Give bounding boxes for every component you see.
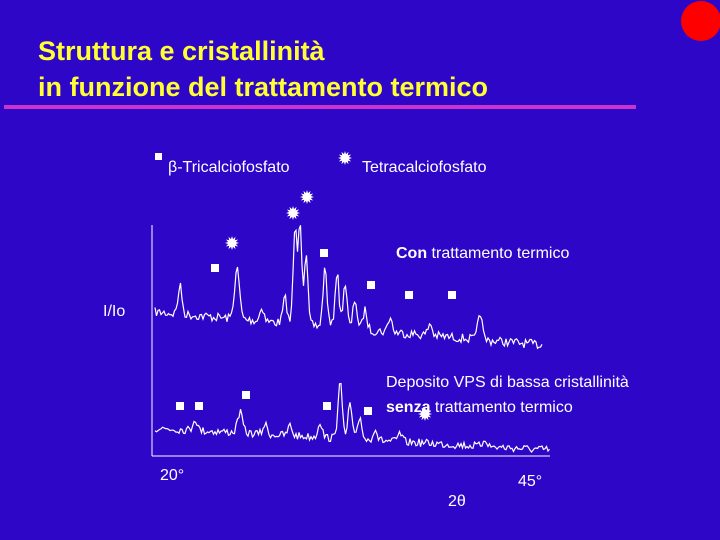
legend-star: [338, 151, 352, 165]
markers: [176, 190, 456, 421]
phase-square: [323, 402, 331, 410]
label-bold: senza: [386, 399, 431, 416]
label-rest: trattamento termico: [427, 245, 569, 262]
title-line: Struttura e cristallinità: [38, 36, 326, 66]
traces: [154, 225, 550, 453]
xrd-trace: [154, 225, 543, 350]
phase-square: [195, 402, 203, 410]
legend-label: Tetracalciofosfato: [362, 159, 487, 176]
legend-square: [155, 153, 162, 160]
phase-square: [176, 402, 184, 410]
phase-square: [405, 291, 413, 299]
title-underline: [4, 105, 636, 109]
phase-square: [211, 264, 219, 272]
x-start: 20°: [160, 467, 184, 484]
phase-square: [320, 249, 328, 257]
phase-star: [286, 206, 300, 220]
phase-square: [448, 291, 456, 299]
legend-label: β-Tricalciofosfato: [168, 159, 290, 176]
label-rest: trattamento termico: [430, 399, 572, 416]
phase-star: [338, 151, 352, 165]
xrd-trace: [154, 382, 550, 453]
phase-star: [418, 407, 432, 421]
x-end: 45°: [518, 473, 542, 490]
phase-square: [367, 281, 375, 289]
y-label: I/Io: [103, 303, 125, 320]
curve-label: Con trattamento termico: [396, 245, 569, 262]
red-dot: [681, 1, 720, 41]
phase-star: [225, 236, 239, 250]
phase-square: [364, 407, 372, 415]
phase-square: [242, 391, 250, 399]
curve-label: Deposito VPS di bassa cristallinità: [386, 374, 629, 391]
title-line: in funzione del trattamento termico: [38, 72, 488, 102]
x-label: 2θ: [448, 493, 466, 510]
phase-star: [300, 190, 314, 204]
label-bold: Con: [396, 245, 427, 262]
curve-label: senza trattamento termico: [386, 399, 573, 416]
